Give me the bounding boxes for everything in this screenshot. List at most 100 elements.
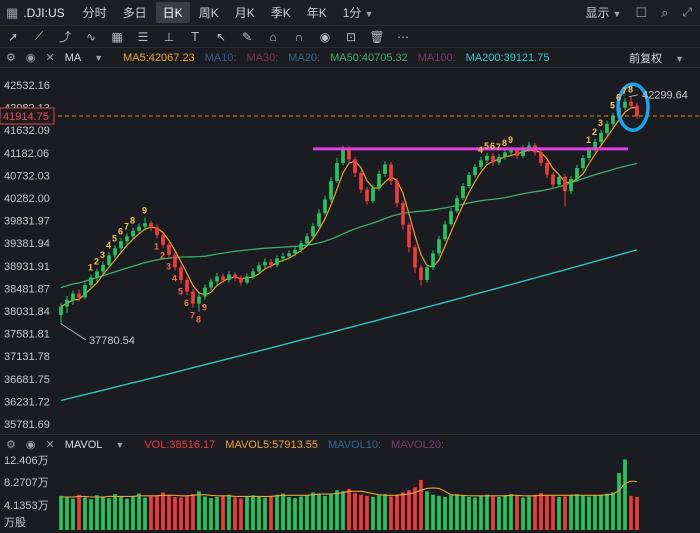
volume-bar — [347, 489, 351, 530]
low-price-label: 37780.54 — [89, 335, 135, 347]
search-icon[interactable]: ⌕ — [661, 4, 669, 20]
ma30-value: MA30: — [246, 51, 279, 64]
volume-bar — [509, 494, 513, 530]
ma-selector[interactable]: MA ▼ — [65, 52, 113, 64]
volume-bar — [311, 492, 315, 530]
volume-bar — [497, 496, 501, 530]
candle-body — [377, 173, 381, 189]
candle-body — [341, 148, 345, 163]
sequence-count-label: 1 — [154, 241, 159, 251]
candle-body — [527, 145, 531, 149]
close-icon[interactable]: ✕ — [45, 52, 55, 64]
candle-body — [287, 253, 291, 257]
mavol-selector[interactable]: MAVOL ▼ — [65, 439, 135, 451]
volume-bar — [83, 497, 87, 530]
sequence-count-label: 9 — [142, 206, 147, 216]
table-tool-icon[interactable]: ☰ — [137, 29, 149, 44]
eye-icon[interactable]: ◉ — [319, 29, 331, 44]
tab-timeframe-1[interactable]: 多日 — [122, 6, 147, 20]
candle-body — [449, 211, 453, 225]
volume-bar — [371, 496, 375, 530]
settings-icon[interactable]: ⚙ — [6, 52, 16, 64]
volume-bar — [269, 495, 273, 530]
volume-bar — [569, 494, 573, 530]
ma200-line — [60, 249, 638, 402]
candle-body — [65, 300, 69, 307]
volume-bar — [95, 495, 99, 530]
settings-icon[interactable]: ⚙ — [6, 439, 16, 451]
candle-body — [179, 267, 183, 280]
candle-body — [83, 284, 87, 298]
eye-icon[interactable]: ◉ — [25, 52, 36, 64]
candle-body — [173, 254, 177, 268]
price-tick-label: 37581.81 — [4, 329, 50, 341]
arrow-tool-icon[interactable]: ↖ — [215, 29, 227, 44]
candle-body — [221, 276, 225, 280]
volume-bar — [431, 494, 435, 530]
volume-bar — [263, 497, 267, 530]
ma200-value: MA200:39121.75 — [465, 51, 550, 64]
candle-body — [521, 148, 525, 156]
symbol-selector[interactable]: ▦ .DJI:US — [0, 5, 75, 21]
tab-timeframe-5[interactable]: 季K — [270, 6, 291, 20]
price-tick-label: 38031.84 — [4, 306, 50, 318]
volume-bar — [179, 497, 183, 530]
candle-body — [551, 174, 555, 185]
volume-bar — [185, 495, 189, 530]
expand-icon[interactable]: ⤢ — [682, 5, 692, 19]
volume-bar — [65, 496, 69, 530]
ray-tool-icon[interactable]: ⤴ — [58, 30, 71, 44]
candle-body — [539, 152, 543, 163]
volume-bar — [383, 494, 387, 530]
volume-bar — [575, 494, 579, 530]
magnet-icon[interactable]: ∩ — [294, 29, 304, 44]
tab-timeframe-0[interactable]: 分时 — [82, 6, 107, 20]
candle-body — [599, 132, 603, 142]
cursor-icon[interactable]: ➚ — [7, 29, 19, 44]
volume-bar — [395, 494, 399, 530]
candle-body — [443, 224, 447, 240]
tab-timeframe-2[interactable]: 日K — [155, 2, 190, 23]
candle-body — [101, 264, 105, 272]
adjust-selector[interactable]: 前复权 ▼ — [629, 50, 694, 66]
tab-timeframe-4[interactable]: 月K — [234, 6, 255, 20]
tab-timeframe-3[interactable]: 周K — [198, 6, 219, 20]
checkbox-icon[interactable]: ☐ — [635, 4, 648, 20]
trash-icon[interactable]: 🗑 — [369, 29, 385, 44]
sequence-count-label: 4 — [172, 273, 177, 283]
volume-bar — [473, 497, 477, 530]
candle-body — [269, 261, 273, 265]
low-label-leader — [60, 323, 87, 341]
price-tick-label: 41632.09 — [4, 125, 50, 137]
candle-body — [557, 177, 561, 185]
tab-timeframe-6[interactable]: 年K — [306, 6, 327, 20]
text-tool-icon[interactable]: Ｔ — [188, 30, 201, 44]
close-icon[interactable]: ✕ — [45, 439, 55, 451]
ruler-icon[interactable]: ⊡ — [345, 29, 357, 44]
line-tool-icon[interactable]: ⟋ — [34, 29, 44, 43]
candle-body — [569, 179, 573, 192]
candle-body — [233, 274, 237, 278]
display-label: 显示 — [585, 6, 610, 20]
pen-tool-icon[interactable]: ✎ — [241, 29, 253, 44]
price-tick-label: 42532.16 — [4, 80, 50, 92]
volume-bar — [407, 490, 411, 530]
volume-bar — [599, 494, 603, 530]
volume-bar — [491, 496, 495, 530]
volume-bar — [461, 495, 465, 530]
volume-bar — [173, 496, 177, 530]
measure-tool-icon[interactable]: ⊥ — [163, 29, 175, 44]
volume-bar — [503, 495, 507, 530]
display-menu[interactable]: 显示 ▼ — [586, 4, 622, 21]
tab-timeframe-7[interactable]: 1分 ▼ — [336, 2, 381, 23]
volume-bar — [365, 495, 369, 530]
wave-tool-icon[interactable]: ∿ — [85, 29, 97, 44]
candle-body — [335, 162, 339, 182]
grid-tool-icon[interactable]: ▦ — [111, 29, 123, 44]
lock-icon[interactable]: ⌂ — [269, 29, 277, 44]
more-icon[interactable]: ⋯ — [397, 29, 409, 44]
eye-icon[interactable]: ◉ — [25, 439, 36, 451]
sequence-count-label: 9 — [202, 303, 207, 313]
drawing-toolbar: ➚ ⟋ ⤴ ∿ ▦ ☰ ⊥ Ｔ ↖ ✎ ⌂ ∩ ◉ ⊡ 🗑 ⋯ — [0, 26, 700, 48]
